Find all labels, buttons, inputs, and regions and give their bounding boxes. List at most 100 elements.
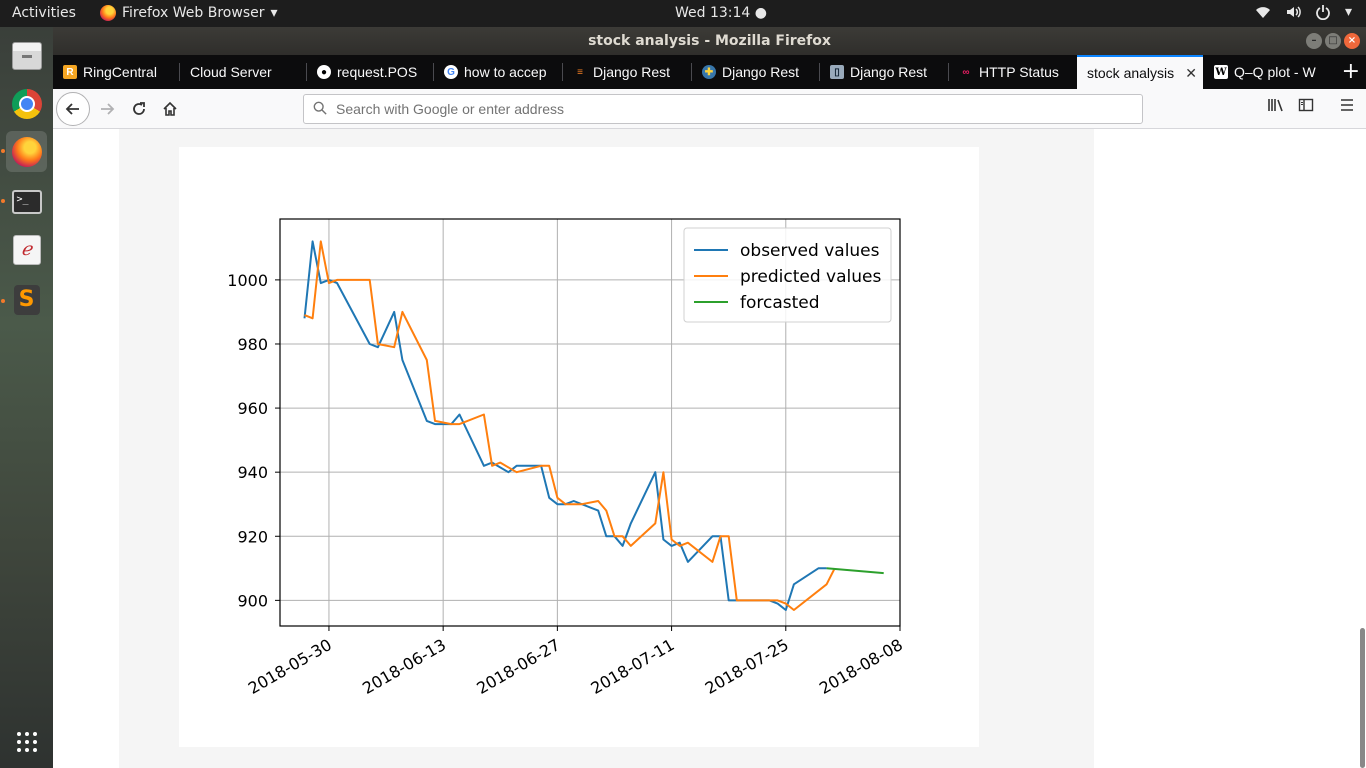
tab-http-status[interactable]: ∞ HTTP Status — [949, 55, 1073, 89]
tab-google[interactable]: G how to accep — [434, 55, 558, 89]
search-icon — [313, 101, 327, 115]
activities-button[interactable]: Activities — [12, 5, 76, 21]
window-titlebar[interactable]: stock analysis - Mozilla Firefox – □ × — [53, 27, 1366, 55]
app-grid-icon — [16, 731, 37, 752]
x-tick-label: 2018-05-30 — [245, 635, 335, 698]
page-margin — [53, 129, 119, 768]
series-line-forcasted — [826, 567, 884, 575]
address-bar[interactable] — [303, 94, 1143, 124]
chevron-down-icon: ▾ — [1344, 4, 1352, 20]
back-button[interactable] — [56, 92, 90, 126]
app-menu-label: Firefox Web Browser — [122, 5, 265, 21]
tab-strip: R RingCentral Cloud Server ● request.POS… — [53, 55, 1366, 89]
legend-label: predicted values — [740, 267, 881, 287]
github-icon: ● — [317, 65, 331, 79]
page-panel: 2018-05-30 2018-06-13 2018-06-27 2018-07-11… — [119, 129, 1094, 768]
tab-label: RingCentral — [83, 64, 157, 80]
address-input[interactable] — [336, 99, 1116, 119]
y-tick-label: 900 — [237, 591, 268, 610]
tab-django-rest-python[interactable]: ✚ Django Rest — [692, 55, 816, 89]
show-applications-button[interactable] — [6, 721, 47, 762]
tab-qq-plot[interactable]: W Q–Q plot - W — [1204, 55, 1328, 89]
plot-frame — [279, 218, 901, 627]
reload-button[interactable] — [123, 93, 155, 125]
tab-label: Cloud Server — [190, 64, 272, 80]
google-icon: G — [444, 65, 458, 79]
tab-label: Django Rest — [850, 64, 928, 80]
tab-django-rest-docs[interactable]: ▯ Django Rest — [820, 55, 944, 89]
navigation-toolbar — [53, 89, 1366, 129]
dock-terminal[interactable]: >_ — [6, 181, 47, 222]
x-tick-label: 2018-07-25 — [702, 635, 792, 698]
tab-cloud-server[interactable]: Cloud Server — [180, 55, 304, 89]
sidebar-button[interactable] — [1298, 97, 1314, 117]
power-icon — [1316, 5, 1330, 20]
menu-button[interactable] — [1339, 97, 1355, 117]
stackoverflow-icon: ≡ — [577, 66, 583, 78]
chrome-icon — [11, 88, 42, 119]
system-top-bar: Activities Firefox Web Browser ▾ Wed 13:… — [0, 0, 1366, 27]
x-tick-label: 2018-07-11 — [588, 635, 678, 698]
terminal-icon: >_ — [11, 189, 42, 214]
hamburger-menu-icon — [1341, 99, 1353, 111]
series-line-observed-values — [303, 240, 827, 611]
y-tick-label: 920 — [237, 527, 268, 546]
http-icon: ∞ — [962, 66, 970, 78]
minimize-button[interactable]: – — [1306, 33, 1322, 49]
sidebar-icon — [1298, 98, 1314, 112]
dock-files[interactable] — [6, 35, 47, 76]
dock-sublime-text[interactable]: S — [6, 279, 47, 320]
running-indicator — [1, 149, 5, 153]
volume-icon — [1286, 6, 1301, 18]
x-tick-label: 2018-06-13 — [359, 635, 449, 698]
x-tick-label: 2018-06-27 — [473, 635, 563, 698]
reload-icon — [133, 102, 145, 115]
back-arrow-icon — [65, 103, 79, 115]
clock[interactable]: Wed 13:14 ● — [675, 5, 767, 21]
close-tab-icon[interactable]: ✕ — [1185, 65, 1197, 81]
dock-pdf-viewer[interactable]: ℯ — [6, 229, 47, 270]
firefox-icon — [11, 136, 42, 167]
chart-figure: 2018-05-30 2018-06-13 2018-06-27 2018-07-11… — [179, 147, 979, 747]
tab-label: how to accep — [464, 64, 547, 80]
stock-chart: 2018-05-30 2018-06-13 2018-06-27 2018-07-11… — [227, 218, 906, 698]
tab-github[interactable]: ● request.POS — [307, 55, 431, 89]
firefox-icon — [100, 5, 116, 21]
files-icon — [11, 41, 42, 70]
new-tab-button[interactable]: + — [1341, 59, 1360, 84]
tab-label: stock analysis — [1087, 65, 1175, 81]
tab-label: request.POS — [337, 64, 418, 80]
ringcentral-icon: R — [63, 65, 77, 79]
window-title: stock analysis - Mozilla Firefox — [588, 33, 831, 49]
launcher-dock: >_ ℯ S — [0, 27, 53, 768]
sublime-text-icon: S — [13, 284, 40, 315]
tab-stock-analysis[interactable]: stock analysis ✕ — [1077, 55, 1203, 89]
python-icon: ✚ — [702, 65, 716, 79]
library-icon — [1268, 99, 1283, 112]
tab-label: Django Rest — [722, 64, 800, 80]
scrollbar-thumb[interactable] — [1360, 628, 1365, 768]
tab-label: Django Rest — [593, 64, 671, 80]
app-menu-button[interactable]: Firefox Web Browser ▾ — [100, 5, 278, 21]
y-tick-label: 980 — [237, 335, 268, 354]
legend-label: forcasted — [740, 293, 820, 313]
wikipedia-icon: W — [1214, 65, 1228, 79]
close-window-button[interactable]: × — [1344, 33, 1360, 49]
library-button[interactable] — [1267, 97, 1285, 117]
maximize-button[interactable]: □ — [1325, 33, 1341, 49]
forward-button[interactable] — [91, 93, 123, 125]
dock-firefox[interactable] — [6, 131, 47, 172]
tab-ringcentral[interactable]: R RingCentral — [53, 55, 175, 89]
forward-arrow-icon — [101, 103, 115, 115]
system-tray[interactable]: ▾ — [1255, 4, 1352, 20]
tab-stackoverflow[interactable]: ≡ Django Rest — [563, 55, 687, 89]
home-button[interactable] — [154, 93, 186, 125]
legend-box — [683, 227, 892, 323]
wifi-icon — [1255, 7, 1270, 18]
tab-label: Q–Q plot - W — [1234, 64, 1316, 80]
x-tick-label: 2018-08-08 — [816, 635, 906, 698]
dock-chrome[interactable] — [6, 83, 47, 124]
document-icon: ▯ — [830, 65, 844, 79]
y-tick-label: 960 — [237, 399, 268, 418]
running-indicator — [1, 299, 5, 303]
